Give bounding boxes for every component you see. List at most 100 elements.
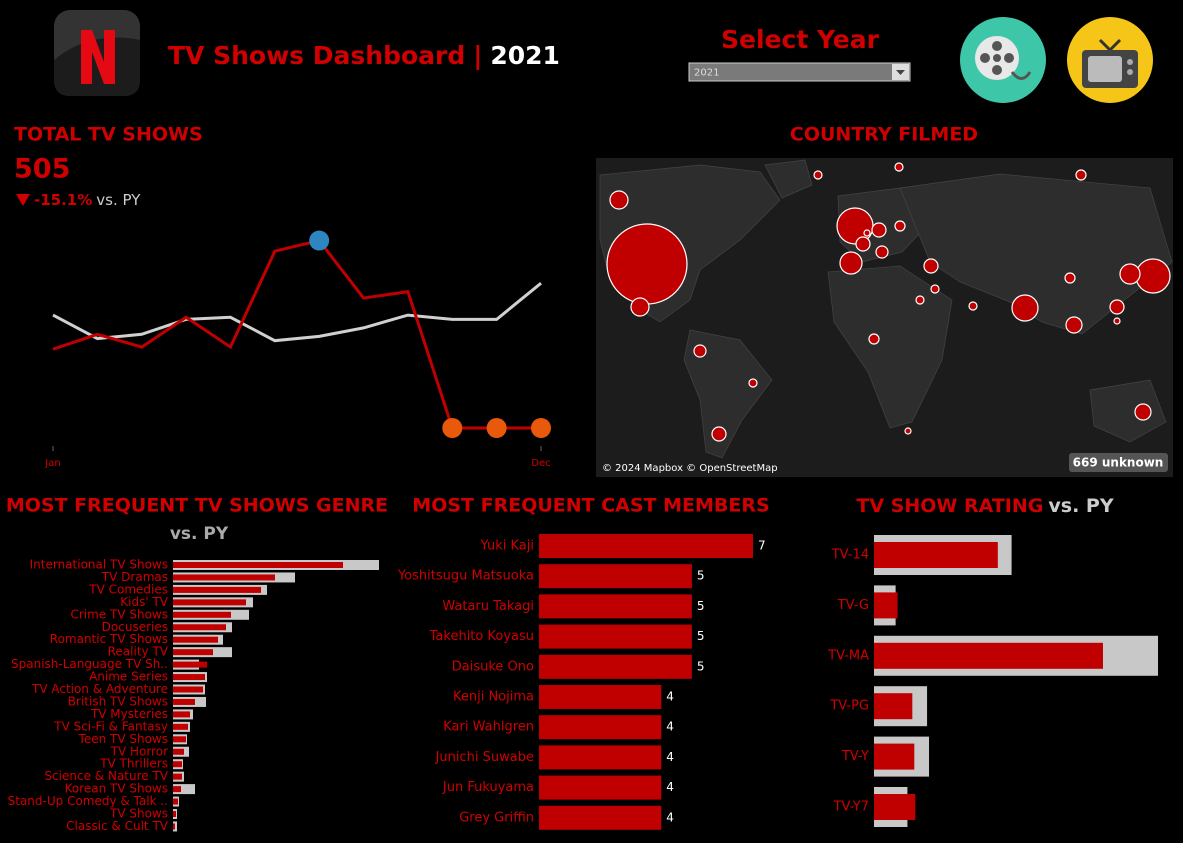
dropdown-box[interactable] — [688, 62, 911, 82]
bar — [173, 811, 176, 817]
chart-title-main: TV SHOW RATING — [856, 495, 1043, 517]
category-label: Daisuke Ono — [452, 659, 534, 674]
bar — [173, 599, 246, 606]
bar — [874, 542, 998, 568]
film-icon — [960, 17, 1046, 103]
kpi-title: TOTAL TV SHOWS — [14, 124, 203, 146]
bar — [539, 654, 692, 679]
bar — [173, 611, 231, 618]
category-label: TV Shows — [109, 807, 168, 821]
category-label: Stand-Up Comedy & Talk .. — [8, 794, 168, 808]
category-label: British TV Shows — [68, 694, 168, 708]
bar — [173, 798, 178, 805]
bar — [173, 736, 186, 743]
bar — [539, 534, 753, 558]
data-label: 4 — [666, 780, 674, 794]
category-label: Kenji Nojima — [453, 690, 534, 705]
category-label: TV-14 — [831, 548, 869, 563]
category-label: Jun Fukuyama — [442, 780, 534, 795]
category-label: Korean TV Shows — [65, 782, 168, 796]
category-label: Junichi Suwabe — [435, 750, 534, 765]
bar — [173, 649, 213, 656]
map-title: COUNTRY FILMED — [790, 124, 978, 146]
category-label: TV Comedies — [88, 582, 168, 596]
map: 669 unknown © 2024 Mapbox © OpenStreetMa… — [596, 158, 1173, 477]
bar — [173, 698, 195, 705]
kpi-change-suffix: vs. PY — [96, 191, 141, 209]
bar — [173, 586, 261, 593]
bar — [874, 592, 898, 619]
map-unknown: 669 unknown — [1073, 456, 1164, 470]
bar — [539, 715, 662, 740]
data-label: 5 — [697, 629, 705, 643]
chart-subtitle: vs. PY — [1048, 495, 1113, 517]
bar — [173, 624, 226, 631]
category-label: TV-Y — [841, 749, 869, 764]
x-tick-label: Dec — [531, 458, 550, 469]
bar — [539, 564, 692, 589]
category-label: Docuseries — [102, 620, 168, 634]
category-label: TV Horror — [110, 744, 168, 758]
line — [52, 281, 542, 343]
x-tick-label: Jan — [44, 458, 60, 469]
bar — [539, 805, 662, 830]
data-label: 5 — [697, 599, 705, 613]
category-label: TV-Y7 — [833, 800, 869, 815]
bar — [173, 748, 184, 755]
bar — [173, 674, 205, 681]
down-arrow — [16, 194, 30, 206]
category-label: Teen TV Shows — [78, 732, 168, 746]
chart-title: MOST FREQUENT TV SHOWS GENRE — [6, 495, 388, 517]
category-label: TV Mysteries — [90, 707, 168, 721]
category-label: Yoshitsugu Matsuoka — [397, 569, 534, 584]
bar — [173, 661, 207, 668]
zero-marker — [486, 418, 507, 438]
kpi-value: 505 — [14, 154, 70, 185]
title-year: 2021 — [490, 41, 560, 70]
chart-title: MOST FREQUENT CAST MEMBERS — [412, 495, 769, 517]
chart-title: TV SHOW RATING vs. PY — [856, 495, 1113, 517]
netflix-logo — [54, 10, 140, 96]
category-label: Kari Wahlgren — [443, 720, 534, 735]
category-label: Anime Series — [89, 670, 168, 684]
category-label: Romantic TV Shows — [50, 632, 168, 646]
dropdown-value[interactable]: 2021 — [694, 68, 719, 79]
zero-marker — [531, 418, 551, 438]
category-label: Spanish-Language TV Sh.. — [11, 657, 168, 671]
bar — [539, 745, 662, 770]
max-marker — [309, 230, 330, 251]
bar — [173, 823, 175, 830]
select-label: Select Year — [721, 25, 880, 54]
category-label: Crime TV Shows — [70, 607, 168, 621]
tv-icon — [1067, 17, 1153, 103]
category-label: International TV Shows — [30, 558, 168, 572]
bar — [173, 562, 343, 568]
category-label: TV Thrillers — [99, 757, 168, 771]
bar — [173, 636, 218, 643]
data-label: 5 — [697, 659, 705, 673]
bar — [173, 711, 190, 718]
bar — [173, 723, 188, 730]
category-label: TV Dramas — [101, 570, 168, 584]
bar — [539, 624, 692, 649]
category-label: Wataru Takagi — [442, 599, 534, 614]
category-label: Classic & Cult TV — [66, 819, 169, 833]
chart-subtitle: vs. PY — [170, 524, 229, 544]
data-label: 4 — [666, 750, 674, 764]
data-label: 4 — [666, 720, 674, 734]
bar — [874, 693, 913, 720]
bar — [173, 773, 182, 780]
year-dropdown[interactable]: 2021 — [688, 62, 911, 82]
bar — [173, 784, 195, 795]
data-label: 4 — [666, 690, 674, 704]
bar — [874, 794, 916, 820]
title-separator: | — [473, 41, 482, 70]
category-label: Yuki Kaji — [480, 539, 534, 554]
bar — [539, 685, 662, 709]
title-text: TV Shows Dashboard — [168, 41, 465, 70]
bar — [874, 743, 915, 770]
bar — [539, 594, 692, 619]
data-label: 5 — [697, 569, 705, 583]
zero-marker — [442, 418, 463, 438]
category-label: Kids' TV — [120, 595, 169, 609]
